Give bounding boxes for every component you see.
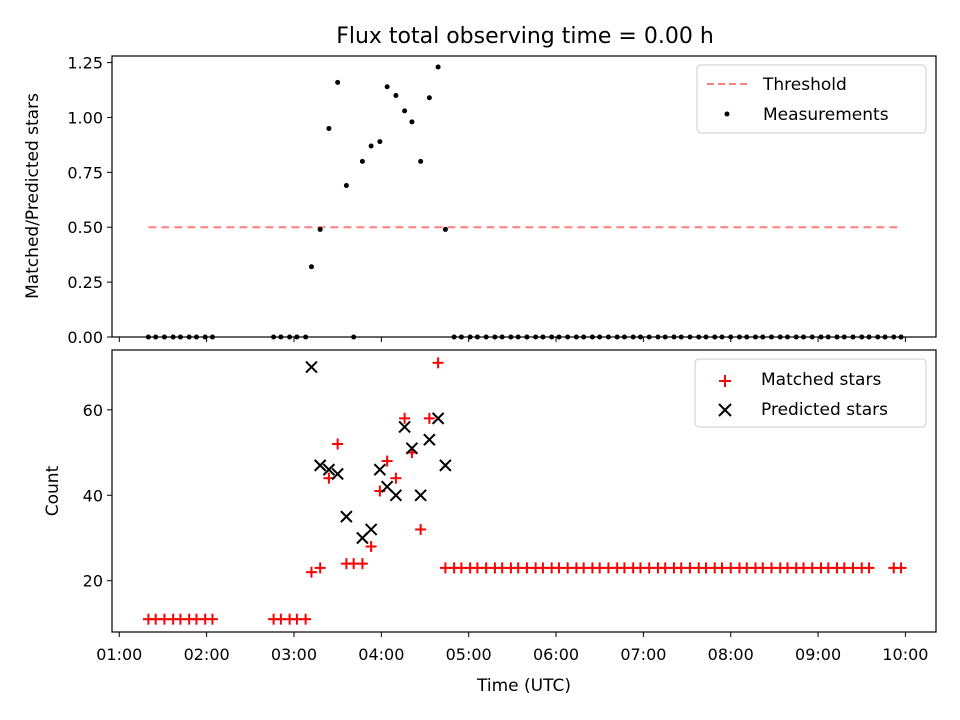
predicted-stars-point [431,412,445,425]
top-plot-area [145,64,904,340]
x-axis-label: Time (UTC) [476,676,571,696]
measurements-point [409,119,415,125]
y-tick-label: 0.00 [67,328,103,347]
predicted-stars-point [398,420,411,434]
top-y-ticks: 0.00 0.25 0.50 0.75 1.00 1.25 [67,54,112,347]
bottom-x-ticks: 01:00 02:00 03:00 04:00 05:00 06:00 07:00 08:00… [96,632,928,664]
top-panel: 0.00 0.25 0.50 0.75 1.00 1.25 Matched/Predict… [23,54,937,347]
predicted-stars-point [331,467,344,481]
x-tick-label: 10:00 [882,645,928,664]
y-tick-label: 0.50 [67,218,103,237]
measurements-point [317,226,323,232]
predicted-stars-point [322,463,336,476]
predicted-stars-point [340,510,353,523]
y-tick-label: 0.25 [67,273,103,292]
x-tick-label: 05:00 [446,645,492,664]
measurements-point [335,79,341,85]
x-tick-label: 01:00 [96,645,142,664]
predicted-stars-point [373,463,387,476]
predicted-stars-point [389,489,403,502]
matched-legend-label: Matched stars [761,370,881,390]
predicted-stars-point [313,459,327,472]
top-legend: Threshold Measurements [696,64,927,134]
measurements-legend-label: Measurements [763,105,889,125]
predicted-stars-point [405,442,419,455]
x-tick-label: 06:00 [533,645,579,664]
matched-stars-point [305,566,317,578]
chart-title: Flux total observing time = 0.00 h [336,24,714,49]
bottom-plot-area [142,357,907,625]
predicted-stars-point [439,459,452,472]
y-tick-label: 1.25 [67,54,103,73]
y-tick-label: 1.00 [67,108,103,127]
y-tick-label: 40 [83,486,103,505]
y-tick-label: 60 [83,401,103,420]
x-tick-label: 02:00 [184,645,230,664]
x-tick-label: 08:00 [708,645,754,664]
top-x-ticks [118,337,906,342]
matched-stars-point [399,412,411,424]
matched-stars-point [206,613,218,625]
matched-stars-point [381,455,393,467]
matched-stars-point [390,472,402,484]
top-y-axis-label: Matched/Predicted stars [23,93,43,299]
matched-stars-point [356,558,368,570]
predicted-stars-point [305,360,318,374]
bottom-y-axis-label: Count [43,465,63,516]
predicted-stars-point [414,489,427,502]
threshold-legend-label: Threshold [762,75,847,95]
matched-stars-point [300,613,312,625]
bottom-panel: 20 40 60 01:00 02:00 03:00 04:00 05:00 06:00 07:… [43,349,937,696]
matched-stars-point [415,523,427,535]
matched-stars-point [314,562,326,574]
y-tick-label: 20 [83,572,103,591]
measurements-point [326,125,332,131]
bottom-plot-frame [111,349,937,633]
predicted-stars-point [423,433,436,446]
measurements-point [368,143,374,149]
measurements-point [308,264,314,270]
measurements-point [343,183,349,189]
matched-stars-point [423,412,435,424]
x-tick-label: 04:00 [358,645,404,664]
measurements-point [418,158,424,164]
x-tick-label: 03:00 [271,645,317,664]
bottom-y-ticks: 20 40 60 [83,401,112,591]
predicted-legend-marker [718,403,732,417]
measurements-point [402,108,408,114]
x-tick-label: 07:00 [620,645,666,664]
predicted-stars-point [364,523,378,536]
y-tick-label: 0.75 [67,163,103,182]
top-legend-box [696,64,927,134]
matched-stars-point [332,438,344,450]
measurements-point [393,93,399,99]
matched-stars-point [895,562,907,574]
matched-legend-marker [719,375,731,387]
top-plot-frame [111,55,937,338]
matched-stars-point [365,541,377,553]
measurements-legend-marker [724,111,730,117]
matched-stars-point [432,357,444,369]
measurements-point [426,95,432,101]
measurements-point [377,139,383,145]
bottom-legend: Matched stars Predicted stars [694,358,927,428]
measurements-point [384,84,390,90]
measurements-point [435,64,441,70]
measurements-point [359,158,365,164]
bottom-legend-box [694,358,927,428]
x-tick-label: 09:00 [795,645,841,664]
measurements-point [442,226,448,232]
predicted-legend-label: Predicted stars [761,400,888,420]
matched-stars-point [863,562,875,574]
